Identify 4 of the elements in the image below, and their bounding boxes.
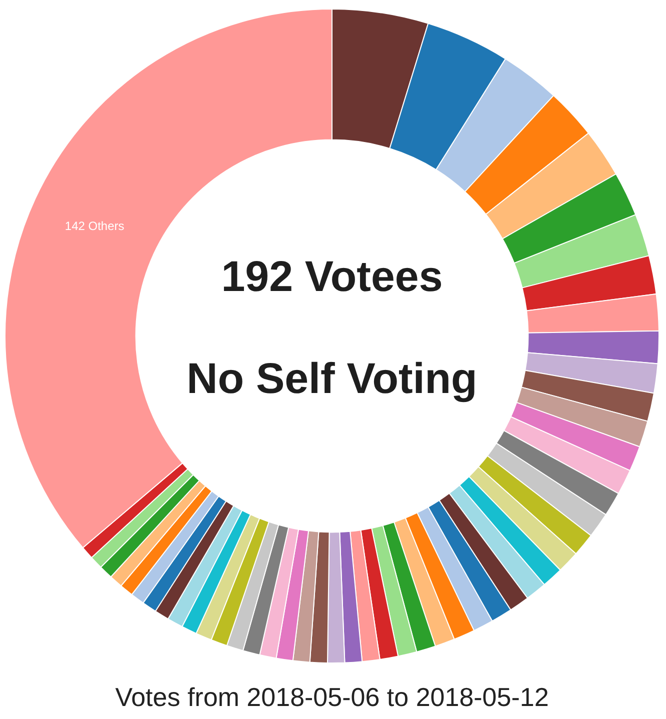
text: 192 Votees — [221, 253, 443, 301]
text: No Self Voting — [186, 355, 478, 403]
text: Votes from 2018-05-06 to 2018-05-12 — [115, 682, 549, 712]
slice-label: 142 Others — [64, 219, 124, 234]
